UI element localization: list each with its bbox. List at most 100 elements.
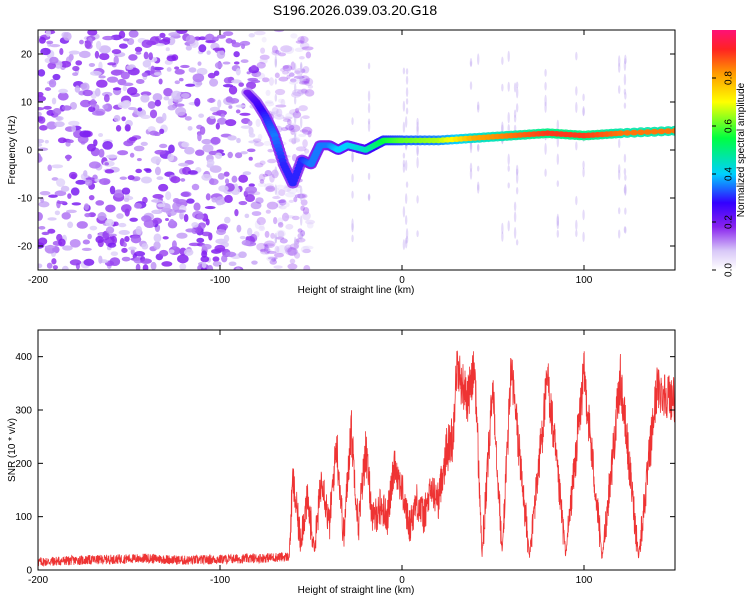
spectrogram-noise-cell (220, 113, 226, 118)
spectrogram-noise-cell (128, 106, 137, 111)
spectrogram-noise-cell (154, 99, 162, 107)
spectrogram-noise-cell (300, 88, 308, 94)
spectrogram-noise-cell (290, 128, 296, 135)
spectrogram-noise-cell (84, 179, 93, 186)
spectrogram-noise-cell (289, 258, 296, 264)
spectrogram-noise-cell (351, 117, 354, 126)
spectrogram-noise-cell (52, 73, 61, 81)
spectrogram-noise-cell (238, 200, 248, 206)
spectrogram-noise-cell (98, 148, 105, 158)
colorbar-tick-label: 0.8 (724, 71, 735, 85)
spectrogram-noise-cell (184, 146, 195, 155)
spectrogram-noise-cell (126, 65, 134, 70)
spectrogram-noise-cell (233, 61, 240, 65)
spectrogram-noise-cell (252, 138, 262, 143)
spectrogram-noise-cell (276, 245, 289, 254)
spectrogram-noise-cell (105, 204, 116, 213)
spectrogram-noise-cell (68, 50, 80, 55)
spectrogram-noise-cell (239, 112, 251, 116)
spectrogram-noise-cell (111, 49, 122, 55)
spectrogram-noise-cell (262, 173, 269, 178)
spectrogram-noise-cell (90, 98, 97, 108)
spectrogram-noise-cell (201, 250, 208, 258)
spectrogram-noise-cell (47, 228, 56, 234)
spectrogram-noise-cell (582, 106, 585, 117)
spectrogram-noise-cell (624, 226, 627, 234)
spectrogram-noise-cell (416, 144, 419, 155)
spectrogram-noise-cell (198, 44, 207, 53)
spectrogram-noise-cell (141, 215, 152, 222)
spectrogram-noise-cell (221, 254, 228, 263)
spectrogram-noise-cell (38, 36, 46, 44)
spectrogram-noise-cell (135, 79, 145, 84)
spectrogram-noise-cell (233, 51, 240, 58)
spectrogram-noise-cell (201, 231, 212, 237)
spectrogram-noise-cell (141, 39, 153, 49)
spectrogram-noise-cell (283, 46, 295, 54)
snr-x-ticks: -200 -100 0 100 (28, 330, 593, 586)
spectrogram-noise-cell (405, 75, 409, 85)
spectrogram-noise-cell (51, 177, 59, 181)
spectrogram-noise-cell (297, 193, 308, 199)
spectrogram-ridge (241, 87, 675, 189)
spectrogram-noise-cell (501, 83, 504, 92)
spectrogram-noise-cell (209, 78, 219, 87)
spectrogram-noise-cell (261, 36, 267, 43)
spectrogram-noise-cell (209, 115, 216, 119)
spectrogram-noise-cell (217, 117, 227, 125)
ridge-core-cell (671, 128, 675, 134)
spectrogram-noise-cell (174, 66, 180, 70)
spectrogram-noise-cell (46, 40, 54, 45)
spectrogram-noise-cell (291, 153, 298, 162)
spectrogram-noise-cell (166, 67, 172, 72)
spectrogram-noise-cell (253, 141, 264, 147)
spectrogram-noise-cell (137, 107, 143, 112)
spectrogram-noise-cell (405, 87, 409, 98)
spectrogram-noise-cell (286, 74, 291, 80)
spectrogram-noise-cell (248, 133, 256, 138)
spectrogram-noise-cell (51, 258, 57, 265)
spectrogram-speckle (38, 30, 627, 270)
spectrogram-noise-cell (280, 45, 293, 53)
spectrogram-noise-cell (162, 112, 167, 122)
spectrogram-noise-cell (82, 89, 93, 97)
spectrogram-noise-cell (135, 168, 142, 174)
spectrogram-noise-cell (277, 221, 284, 228)
spectrogram-noise-cell (228, 105, 233, 109)
spectrogram-noise-cell (269, 173, 275, 183)
spectrogram-noise-cell (224, 194, 233, 204)
spectrogram-noise-cell (92, 110, 105, 116)
spectrogram-noise-cell (212, 261, 222, 267)
spectrogram-noise-cell (507, 111, 510, 124)
spectrogram-noise-cell (70, 187, 80, 196)
ridge-core-cell (643, 129, 652, 135)
spectrogram-noise-cell (284, 244, 293, 253)
spectrogram-noise-cell (159, 143, 168, 149)
spectrogram-noise-cell (274, 114, 285, 120)
spectrogram-noise-cell (75, 179, 86, 185)
spectrogram-noise-cell (278, 76, 289, 82)
spectrogram-noise-cell (185, 45, 192, 51)
spectrogram-noise-cell (61, 265, 69, 270)
spectrogram-noise-cell (238, 174, 249, 183)
spectrogram-noise-cell (188, 67, 197, 73)
spectrogram-noise-cell (278, 189, 286, 196)
spectrogram-noise-cell (351, 223, 354, 233)
spectrogram-noise-cell (235, 68, 241, 76)
ridge-core-cell (616, 130, 625, 136)
y-tick-label: 20 (21, 50, 33, 61)
spectrogram-noise-cell (288, 72, 295, 77)
spectrogram-noise-cell (212, 47, 225, 52)
spectrogram-noise-cell (279, 238, 288, 244)
spectrogram-noise-cell (201, 261, 207, 269)
spectrogram-noise-cell (167, 105, 176, 111)
spectrogram-noise-cell (113, 55, 119, 65)
spectrogram-noise-cell (153, 241, 161, 250)
spectrogram-noise-cell (72, 72, 79, 77)
spectrogram-noise-cell (192, 73, 205, 83)
spectrogram-noise-cell (301, 46, 314, 51)
spectrogram-noise-cell (272, 195, 281, 200)
spectrogram-noise-cell (273, 216, 278, 225)
spectrogram-noise-cell (278, 205, 287, 210)
spectrogram-noise-cell (240, 43, 246, 50)
